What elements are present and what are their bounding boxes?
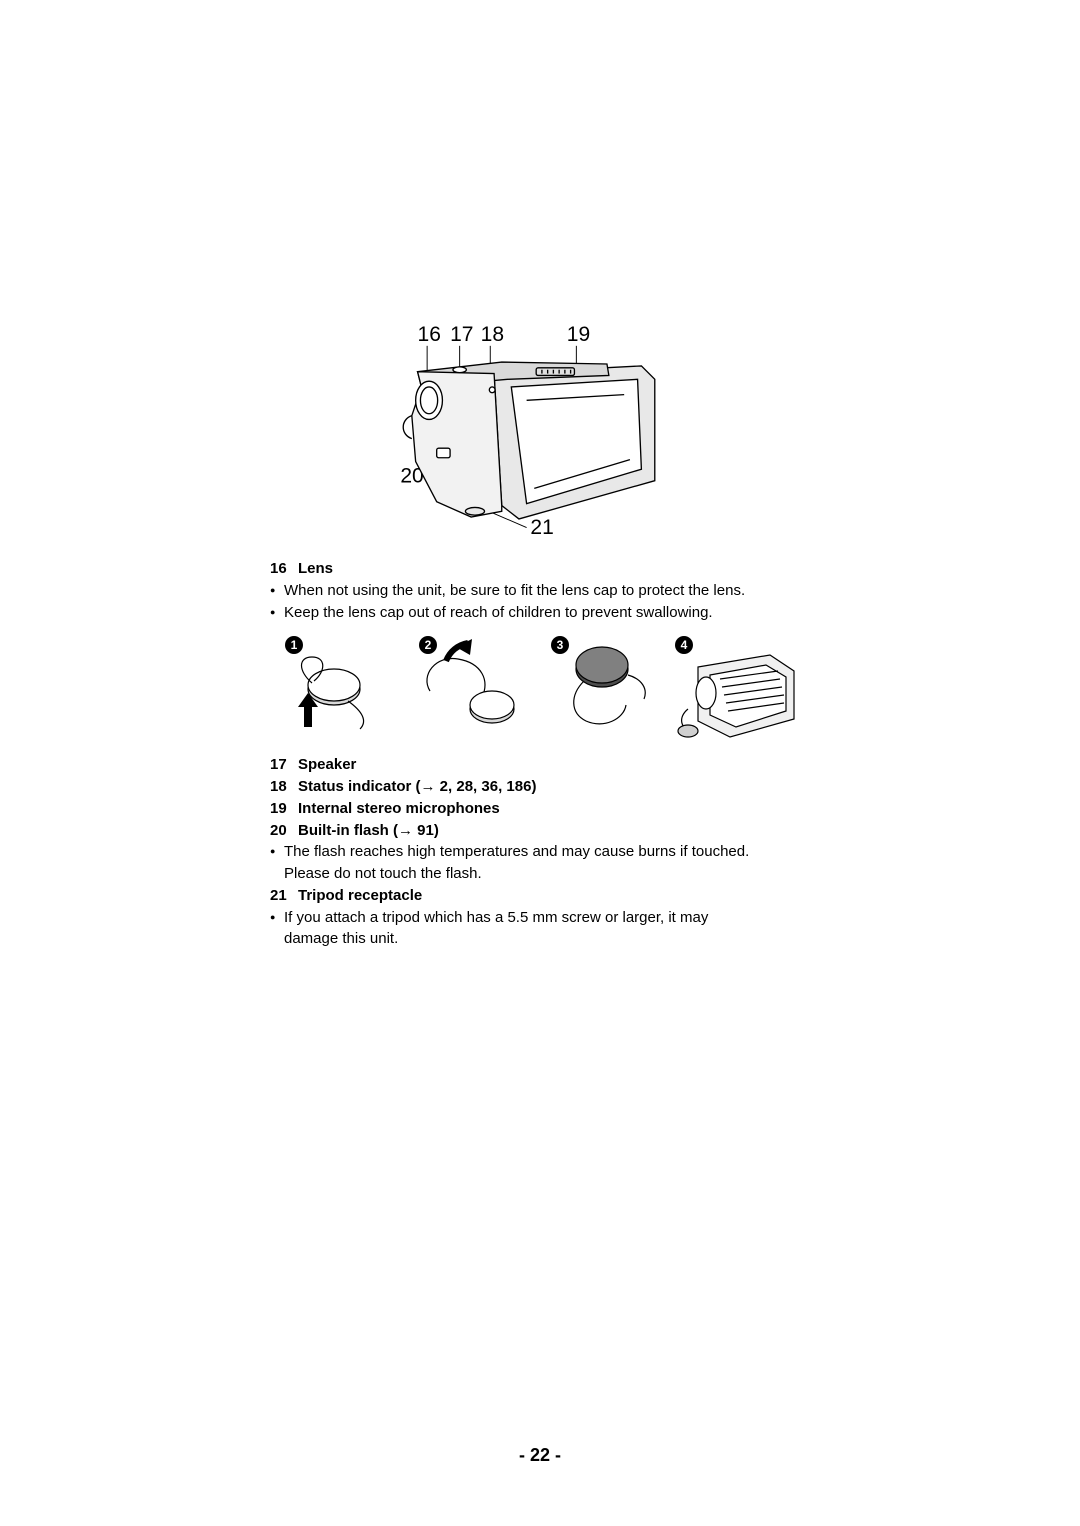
item-18-title-b: ) — [531, 778, 536, 795]
item-19-title: Internal stereo microphones — [298, 798, 500, 820]
item-20-ref: → 91 — [398, 822, 434, 839]
item-19-num: 19 — [270, 798, 298, 820]
item-21-bullet-a2: damage this unit. — [270, 928, 810, 950]
callout-19: 19 — [567, 323, 590, 346]
item-17-num: 17 — [270, 754, 298, 776]
item-21-bullet-a: If you attach a tripod which has a 5.5 m… — [270, 907, 810, 929]
item-16-bullet-a: When not using the unit, be sure to fit … — [270, 580, 810, 602]
item-20-num: 20 — [270, 820, 298, 842]
callout-21: 21 — [530, 516, 553, 539]
item-16-bullet-b: Keep the lens cap out of reach of childr… — [270, 602, 810, 624]
step-1-badge: 1 — [291, 638, 298, 652]
item-16-num: 16 — [270, 558, 298, 580]
camera-diagram: 16 17 18 19 20 21 — [350, 320, 730, 540]
item-20-bullet-a2: Please do not touch the flash. — [270, 863, 810, 885]
item-18-ref: → 2, 28, 36, 186 — [421, 778, 532, 795]
item-17-title: Speaker — [298, 754, 356, 776]
step-3-badge: 3 — [557, 638, 564, 652]
callout-16: 16 — [418, 323, 441, 346]
item-18-title-a: Status indicator ( — [298, 778, 421, 795]
item-20-title-a: Built-in flash ( — [298, 822, 398, 839]
step-4-badge: 4 — [681, 638, 688, 652]
lens-cap-steps: 1 2 3 4 — [278, 631, 808, 746]
step-2-badge: 2 — [425, 638, 432, 652]
item-21-title: Tripod receptacle — [298, 885, 422, 907]
callout-18: 18 — [481, 323, 504, 346]
callout-17: 17 — [450, 323, 473, 346]
item-20-title-b: ) — [434, 822, 439, 839]
item-16-title: Lens — [298, 558, 333, 580]
item-18-num: 18 — [270, 776, 298, 798]
page-number: - 22 - — [0, 1445, 1080, 1466]
item-21-num: 21 — [270, 885, 298, 907]
item-20-bullet-a: The flash reaches high temperatures and … — [270, 841, 810, 863]
